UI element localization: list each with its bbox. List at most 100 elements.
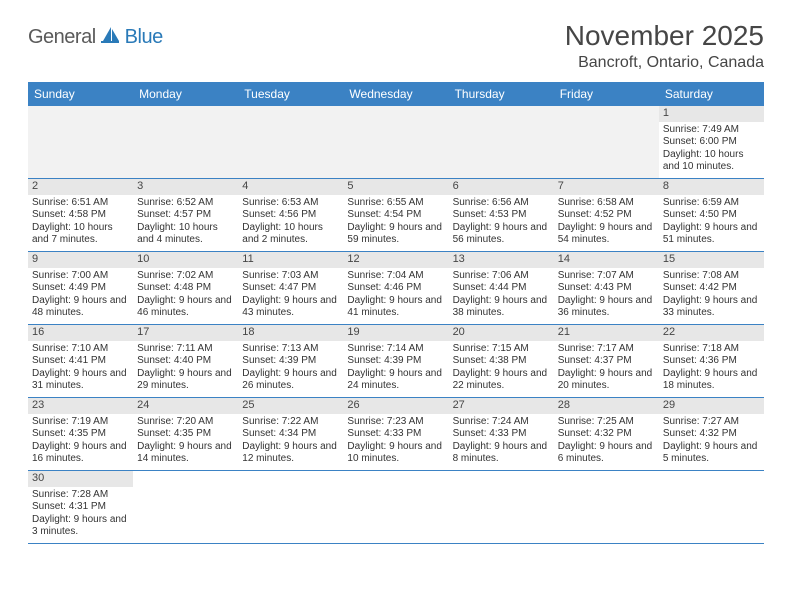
- sunrise-line: Sunrise: 7:02 AM: [137, 270, 234, 283]
- daylight-line: Daylight: 9 hours and 38 minutes.: [453, 295, 550, 320]
- sunset-line: Sunset: 4:57 PM: [137, 209, 234, 222]
- day-number: 19: [343, 325, 448, 341]
- day-cell: 4Sunrise: 6:53 AMSunset: 4:56 PMDaylight…: [238, 179, 343, 251]
- day-number: 20: [449, 325, 554, 341]
- day-number: 14: [554, 252, 659, 268]
- day-empty: [238, 106, 343, 178]
- day-empty: [133, 106, 238, 178]
- sunrise-line: Sunrise: 7:04 AM: [347, 270, 444, 283]
- sunset-line: Sunset: 6:00 PM: [663, 136, 760, 149]
- day-empty: [238, 471, 343, 543]
- sunrise-line: Sunrise: 7:49 AM: [663, 124, 760, 137]
- day-number: 25: [238, 398, 343, 414]
- weekday-header: Monday: [133, 82, 238, 106]
- day-cell: 11Sunrise: 7:03 AMSunset: 4:47 PMDayligh…: [238, 252, 343, 324]
- sunrise-line: Sunrise: 6:59 AM: [663, 197, 760, 210]
- daylight-line: Daylight: 9 hours and 59 minutes.: [347, 222, 444, 247]
- daylight-line: Daylight: 9 hours and 20 minutes.: [558, 368, 655, 393]
- day-cell: 6Sunrise: 6:56 AMSunset: 4:53 PMDaylight…: [449, 179, 554, 251]
- calendar: SundayMondayTuesdayWednesdayThursdayFrid…: [28, 82, 764, 544]
- day-number: 8: [659, 179, 764, 195]
- sunset-line: Sunset: 4:34 PM: [242, 428, 339, 441]
- day-cell: 21Sunrise: 7:17 AMSunset: 4:37 PMDayligh…: [554, 325, 659, 397]
- calendar-page: General Blue November 2025 Bancroft, Ont…: [0, 0, 792, 564]
- sunrise-line: Sunrise: 6:51 AM: [32, 197, 129, 210]
- weekday-header: Saturday: [659, 82, 764, 106]
- daylight-line: Daylight: 9 hours and 12 minutes.: [242, 441, 339, 466]
- sunset-line: Sunset: 4:41 PM: [32, 355, 129, 368]
- day-number: 22: [659, 325, 764, 341]
- day-cell: 27Sunrise: 7:24 AMSunset: 4:33 PMDayligh…: [449, 398, 554, 470]
- sunset-line: Sunset: 4:37 PM: [558, 355, 655, 368]
- sail-icon: [99, 26, 121, 49]
- sunrise-line: Sunrise: 7:08 AM: [663, 270, 760, 283]
- daylight-line: Daylight: 9 hours and 6 minutes.: [558, 441, 655, 466]
- day-empty: [449, 106, 554, 178]
- day-empty: [133, 471, 238, 543]
- week-row: 30Sunrise: 7:28 AMSunset: 4:31 PMDayligh…: [28, 471, 764, 544]
- week-row: 9Sunrise: 7:00 AMSunset: 4:49 PMDaylight…: [28, 252, 764, 325]
- sunset-line: Sunset: 4:36 PM: [663, 355, 760, 368]
- sunrise-line: Sunrise: 6:55 AM: [347, 197, 444, 210]
- day-cell: 24Sunrise: 7:20 AMSunset: 4:35 PMDayligh…: [133, 398, 238, 470]
- day-cell: 2Sunrise: 6:51 AMSunset: 4:58 PMDaylight…: [28, 179, 133, 251]
- day-number: 3: [133, 179, 238, 195]
- day-number: 21: [554, 325, 659, 341]
- sunrise-line: Sunrise: 7:24 AM: [453, 416, 550, 429]
- sunset-line: Sunset: 4:48 PM: [137, 282, 234, 295]
- week-row: 23Sunrise: 7:19 AMSunset: 4:35 PMDayligh…: [28, 398, 764, 471]
- day-cell: 14Sunrise: 7:07 AMSunset: 4:43 PMDayligh…: [554, 252, 659, 324]
- day-cell: 29Sunrise: 7:27 AMSunset: 4:32 PMDayligh…: [659, 398, 764, 470]
- header: General Blue November 2025 Bancroft, Ont…: [28, 20, 764, 72]
- sunset-line: Sunset: 4:49 PM: [32, 282, 129, 295]
- logo-text-blue: Blue: [125, 26, 163, 49]
- daylight-line: Daylight: 9 hours and 51 minutes.: [663, 222, 760, 247]
- day-number: 17: [133, 325, 238, 341]
- day-empty: [343, 471, 448, 543]
- logo: General Blue: [28, 26, 163, 49]
- sunset-line: Sunset: 4:33 PM: [347, 428, 444, 441]
- sunset-line: Sunset: 4:38 PM: [453, 355, 550, 368]
- day-cell: 1 Sunrise: 7:49 AMSunset: 6:00 PMDaylight…: [659, 106, 764, 178]
- day-number: 16: [28, 325, 133, 341]
- daylight-line: Daylight: 9 hours and 5 minutes.: [663, 441, 760, 466]
- day-empty: [554, 471, 659, 543]
- daylight-line: Daylight: 9 hours and 18 minutes.: [663, 368, 760, 393]
- daylight-line: Daylight: 10 hours and 7 minutes.: [32, 222, 129, 247]
- day-cell: 12Sunrise: 7:04 AMSunset: 4:46 PMDayligh…: [343, 252, 448, 324]
- daylight-line: Daylight: 9 hours and 3 minutes.: [32, 514, 129, 539]
- day-cell: 13Sunrise: 7:06 AMSunset: 4:44 PMDayligh…: [449, 252, 554, 324]
- day-number: 12: [343, 252, 448, 268]
- sunrise-line: Sunrise: 6:53 AM: [242, 197, 339, 210]
- sunrise-line: Sunrise: 7:25 AM: [558, 416, 655, 429]
- daylight-line: Daylight: 9 hours and 48 minutes.: [32, 295, 129, 320]
- weekday-header: Tuesday: [238, 82, 343, 106]
- sunset-line: Sunset: 4:47 PM: [242, 282, 339, 295]
- sunrise-line: Sunrise: 7:22 AM: [242, 416, 339, 429]
- sunset-line: Sunset: 4:46 PM: [347, 282, 444, 295]
- daylight-line: Daylight: 9 hours and 36 minutes.: [558, 295, 655, 320]
- weekday-header: Friday: [554, 82, 659, 106]
- sunset-line: Sunset: 4:35 PM: [137, 428, 234, 441]
- sunset-line: Sunset: 4:39 PM: [242, 355, 339, 368]
- sunrise-line: Sunrise: 6:58 AM: [558, 197, 655, 210]
- daylight-line: Daylight: 10 hours and 10 minutes.: [663, 149, 760, 174]
- day-number: 1: [659, 106, 764, 122]
- day-cell: 8Sunrise: 6:59 AMSunset: 4:50 PMDaylight…: [659, 179, 764, 251]
- sunrise-line: Sunrise: 7:23 AM: [347, 416, 444, 429]
- day-cell: 3Sunrise: 6:52 AMSunset: 4:57 PMDaylight…: [133, 179, 238, 251]
- day-cell: 23Sunrise: 7:19 AMSunset: 4:35 PMDayligh…: [28, 398, 133, 470]
- month-title: November 2025: [565, 20, 764, 52]
- weeks-container: 1Sunrise: 7:49 AMSunset: 6:00 PMDaylight…: [28, 106, 764, 544]
- day-number: 18: [238, 325, 343, 341]
- sunrise-line: Sunrise: 7:28 AM: [32, 489, 129, 502]
- sunrise-line: Sunrise: 7:20 AM: [137, 416, 234, 429]
- logo-text-general: General: [28, 26, 96, 49]
- day-number: 27: [449, 398, 554, 414]
- daylight-line: Daylight: 9 hours and 14 minutes.: [137, 441, 234, 466]
- weekday-header: Wednesday: [343, 82, 448, 106]
- sunrise-line: Sunrise: 7:14 AM: [347, 343, 444, 356]
- sunset-line: Sunset: 4:44 PM: [453, 282, 550, 295]
- day-cell: 28Sunrise: 7:25 AMSunset: 4:32 PMDayligh…: [554, 398, 659, 470]
- sunset-line: Sunset: 4:43 PM: [558, 282, 655, 295]
